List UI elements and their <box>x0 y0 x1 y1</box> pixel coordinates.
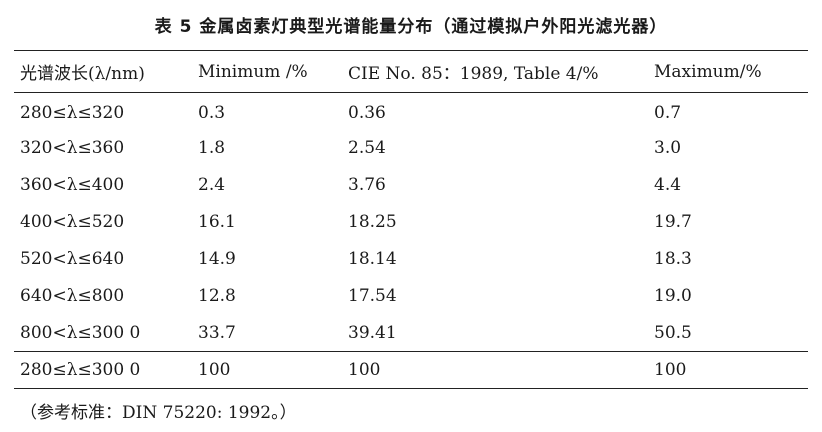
cell-minimum: 2.4 <box>198 175 226 195</box>
table-row: 280≤λ≤320 0.3 0.36 0.7 <box>14 93 808 130</box>
table-row: 400<λ≤520 16.1 18.25 19.7 <box>14 204 808 241</box>
table-row: 320<λ≤360 1.8 2.54 3.0 <box>14 130 808 167</box>
cell-cie: 39.41 <box>348 322 397 343</box>
total-minimum: 100 <box>192 351 342 389</box>
table-total-row: 280≤λ≤300 0 100 100 100 <box>14 351 808 389</box>
spectral-distribution-table: 光谱波长(λ/nm) Minimum /% CIE No. 85：1989, T… <box>14 50 808 389</box>
cell-cie: 18.25 <box>348 212 397 232</box>
table-row: 640<λ≤800 12.8 17.54 19.0 <box>14 278 808 315</box>
header-maximum: Maximum/% <box>648 50 808 93</box>
cell-wavelength: 640<λ≤800 <box>20 286 125 306</box>
cell-minimum: 1.8 <box>198 138 226 158</box>
cell-maximum: 4.4 <box>654 175 682 195</box>
cell-wavelength: 800<λ≤300 0 <box>20 322 141 343</box>
cell-wavelength: 400<λ≤520 <box>20 212 125 232</box>
spectral-distribution-table-container: 光谱波长(λ/nm) Minimum /% CIE No. 85：1989, T… <box>14 50 808 389</box>
cell-maximum: 0.7 <box>654 103 682 124</box>
cell-maximum: 19.7 <box>654 212 692 232</box>
table-row: 520<λ≤640 14.9 18.14 18.3 <box>14 241 808 278</box>
cell-minimum: 12.8 <box>198 286 236 306</box>
header-wavelength: 光谱波长(λ/nm) <box>14 50 192 93</box>
cell-cie: 18.14 <box>348 249 397 269</box>
cell-maximum: 50.5 <box>654 322 692 343</box>
cell-cie: 3.76 <box>348 175 386 195</box>
cell-maximum: 18.3 <box>654 249 692 269</box>
total-wavelength: 280≤λ≤300 0 <box>14 351 192 389</box>
table-row: 360<λ≤400 2.4 3.76 4.4 <box>14 167 808 204</box>
cell-wavelength: 520<λ≤640 <box>20 249 125 269</box>
cell-wavelength: 360<λ≤400 <box>20 175 125 195</box>
table-caption: 表 5 金属卤素灯典型光谱能量分布（通过模拟户外阳光滤光器） <box>154 17 668 37</box>
header-minimum: Minimum /% <box>192 50 342 93</box>
header-cie-reference: CIE No. 85：1989, Table 4/% <box>342 50 648 93</box>
total-cie: 100 <box>342 351 648 389</box>
cell-maximum: 19.0 <box>654 286 692 306</box>
cell-wavelength: 280≤λ≤320 <box>20 103 125 124</box>
table-row: 800<λ≤300 0 33.7 39.41 50.5 <box>14 315 808 352</box>
cell-minimum: 33.7 <box>198 322 236 343</box>
cell-cie: 0.36 <box>348 103 386 124</box>
cell-wavelength: 320<λ≤360 <box>20 138 125 158</box>
table-header-row: 光谱波长(λ/nm) Minimum /% CIE No. 85：1989, T… <box>14 50 808 93</box>
cell-cie: 2.54 <box>348 138 386 158</box>
cell-maximum: 3.0 <box>654 138 682 158</box>
total-maximum: 100 <box>648 351 808 389</box>
cell-cie: 17.54 <box>348 286 397 306</box>
cell-minimum: 16.1 <box>198 212 236 232</box>
reference-note: （参考标准：DIN 75220: 1992。） <box>20 403 297 423</box>
cell-minimum: 0.3 <box>198 103 226 124</box>
cell-minimum: 14.9 <box>198 249 236 269</box>
